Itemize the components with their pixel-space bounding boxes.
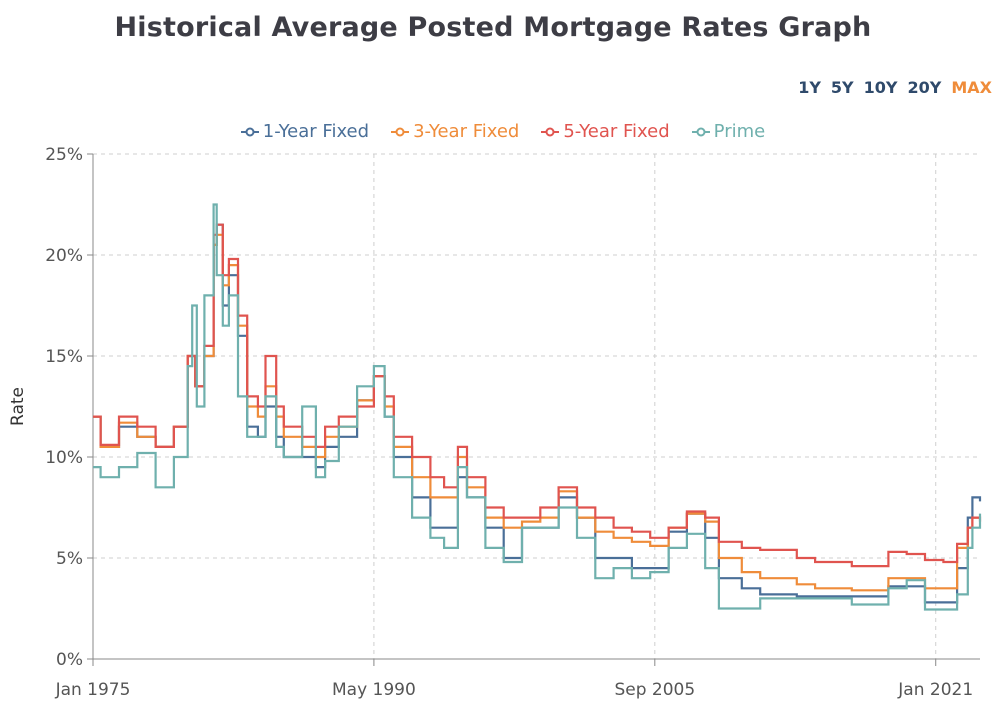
chart-title: Historical Average Posted Mortgage Rates…: [114, 12, 872, 43]
legend-item[interactable]: 5-Year Fixed: [541, 121, 670, 142]
range-button-max[interactable]: MAX: [951, 78, 992, 97]
y-tick-label: 15%: [45, 347, 83, 367]
x-tick-label: Sep 2005: [614, 680, 695, 700]
y-axis-label: Rate: [8, 387, 28, 426]
y-tick-label: 10%: [45, 448, 83, 468]
legend-label: 3-Year Fixed: [413, 121, 520, 142]
chart-legend: 1-Year Fixed 3-Year Fixed 5-Year Fixed Prim…: [0, 121, 1006, 142]
legend-marker-icon: [391, 127, 410, 136]
legend-item[interactable]: Prime: [691, 121, 766, 142]
legend-label: Prime: [713, 121, 766, 142]
series-line-1-year-fixed: [93, 223, 982, 604]
legend-marker-icon: [691, 127, 710, 136]
x-tick-label: Jan 1975: [55, 680, 131, 700]
y-tick-label: 20%: [45, 246, 83, 266]
range-button-1y[interactable]: 1Y: [798, 78, 821, 97]
range-button-5y[interactable]: 5Y: [830, 78, 854, 97]
legend-marker-icon: [541, 127, 560, 136]
legend-item[interactable]: 1-Year Fixed: [240, 121, 370, 142]
legend-label: 5-Year Fixed: [563, 121, 670, 142]
range-button-10y[interactable]: 10Y: [863, 78, 898, 97]
legend-item[interactable]: 3-Year Fixed: [391, 121, 519, 142]
range-selector: 1Y 5Y 10Y 20Y MAX: [798, 78, 992, 97]
x-tick-label: Jan 2021: [897, 680, 973, 700]
y-tick-label: 5%: [56, 549, 83, 569]
legend-label: 1-Year Fixed: [262, 121, 370, 142]
series-line-3-year-fixed: [93, 233, 980, 592]
y-tick-label: 0%: [56, 650, 83, 670]
y-tick-label: 25%: [45, 145, 83, 165]
legend-marker-icon: [240, 127, 259, 136]
x-tick-label: May 1990: [332, 680, 416, 700]
range-button-20y[interactable]: 20Y: [907, 78, 942, 97]
series-line-5-year-fixed: [93, 223, 982, 568]
series-line-prime: [93, 203, 982, 611]
